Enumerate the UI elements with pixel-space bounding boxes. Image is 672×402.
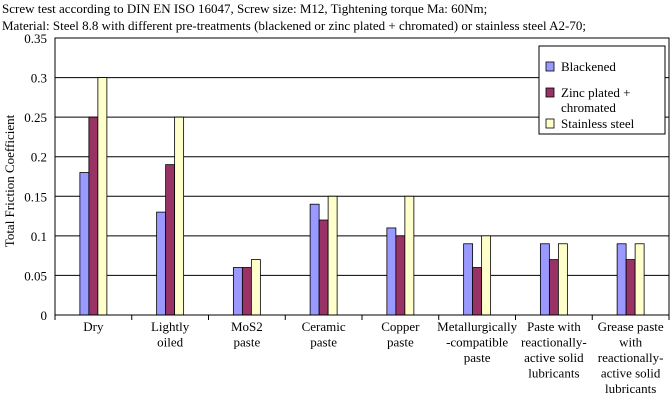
bar — [79, 172, 90, 316]
y-tick-label: 0.3 — [31, 71, 47, 86]
y-tick-label: 0.05 — [24, 268, 47, 283]
legend: Blackened Zinc plated + chromatedStainless… — [538, 45, 666, 135]
legend-swatch — [545, 61, 555, 72]
category-label: Paste with reactionally-active solid lubri… — [521, 319, 587, 381]
bar — [616, 243, 627, 316]
bar — [386, 227, 397, 316]
bars — [79, 77, 645, 316]
y-axis-label: Total Friction Coefficient — [2, 114, 17, 247]
bar — [318, 219, 329, 316]
bar — [97, 77, 108, 316]
header-line-2: Material: Steel 8.8 with different pre-t… — [2, 18, 586, 33]
category-labels: Dry Lightly oiled MoS2 paste Ceramic paste Copp… — [83, 319, 664, 396]
category-label: Copper paste — [381, 319, 420, 350]
y-tick-label: 0.1 — [31, 229, 47, 244]
legend-entry: Zinc plated + chromated — [561, 85, 630, 115]
y-tick-label: 0.15 — [24, 189, 47, 204]
legend-box — [538, 45, 666, 135]
legend-entry: Stainless steel — [561, 116, 635, 131]
y-tick-label: 0.35 — [24, 31, 47, 46]
bar — [472, 267, 483, 316]
bar — [539, 243, 550, 316]
bar — [174, 116, 185, 316]
y-tick-label: 0 — [41, 308, 48, 323]
chart-header: Screw test according to DIN EN ISO 16047… — [2, 0, 586, 34]
bar — [232, 267, 243, 316]
axes — [54, 37, 670, 320]
category-label: Ceramic paste — [302, 319, 346, 350]
bar — [241, 267, 252, 316]
header-line-1: Screw test according to DIN EN ISO 16047… — [2, 1, 488, 16]
bar — [404, 195, 415, 316]
category-label: Grease paste with reactionally-active soli… — [598, 319, 664, 396]
bar — [557, 243, 568, 316]
bar — [634, 243, 645, 316]
category-label: MoS2 paste — [231, 319, 263, 350]
bar — [327, 195, 338, 316]
bar — [156, 211, 167, 316]
bar — [548, 259, 559, 316]
bar — [165, 164, 176, 316]
y-tick-label: 0.2 — [31, 150, 47, 165]
bar — [395, 235, 406, 316]
y-tick-labels: 0 0.05 0.1 0.15 0.2 0.25 0.3 0.35 — [24, 31, 47, 323]
y-tick-label: 0.25 — [24, 110, 47, 125]
legend-swatch — [545, 87, 555, 98]
legend-entry: Blackened — [561, 59, 616, 74]
category-label: Lightly oiled — [151, 319, 190, 350]
bar — [481, 235, 492, 316]
bar — [88, 116, 99, 316]
bar — [309, 203, 320, 316]
category-label: Metallurgically -compatible paste — [437, 319, 517, 365]
legend-swatch — [545, 118, 555, 129]
category-label: Dry — [83, 319, 104, 334]
bar — [463, 243, 474, 316]
bar — [625, 259, 636, 316]
bar — [250, 259, 261, 316]
